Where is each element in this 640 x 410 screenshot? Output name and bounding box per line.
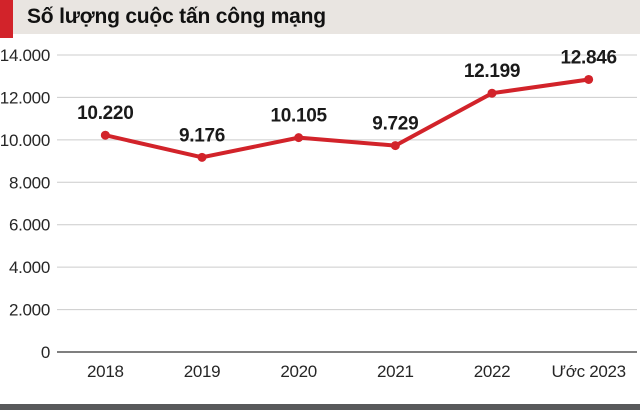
data-line [103,77,591,160]
bottom-divider-bar [0,404,640,410]
y-tick-label: 14.000 [0,46,50,65]
data-point-marker [584,74,594,84]
y-tick-label: 12.000 [0,88,50,107]
data-point-marker [487,88,497,98]
data-point-label: 12.199 [464,61,520,82]
chart-title-band: Số lượng cuộc tấn công mạng [0,0,640,38]
y-tick-label: 4.000 [9,258,50,277]
x-tick-label: 2020 [280,362,317,381]
data-point-marker [294,133,304,143]
y-tick-label: 0 [41,343,50,362]
x-tick-label: 2022 [474,362,511,381]
x-tick-label: 2021 [377,362,414,381]
data-point-label: 10.220 [77,103,133,124]
y-tick-label: 2.000 [9,301,50,320]
title-accent-bar [0,0,13,38]
chart-title: Số lượng cuộc tấn công mạng [27,5,326,28]
data-point-label: 9.729 [372,114,418,135]
x-tick-label: 2019 [184,362,221,381]
x-tick-label: 2018 [87,362,124,381]
y-tick-label: 8.000 [9,173,50,192]
x-tick-label: Ước 2023 [552,362,626,381]
y-tick-label: 6.000 [9,216,50,235]
data-point-label: 9.176 [179,125,225,146]
data-point-label: 12.846 [561,47,617,68]
data-point-marker [100,130,110,140]
data-point-marker [390,141,400,151]
y-tick-label: 10.000 [0,131,50,150]
data-point-label: 10.105 [271,106,328,127]
data-point-marker [197,152,207,162]
